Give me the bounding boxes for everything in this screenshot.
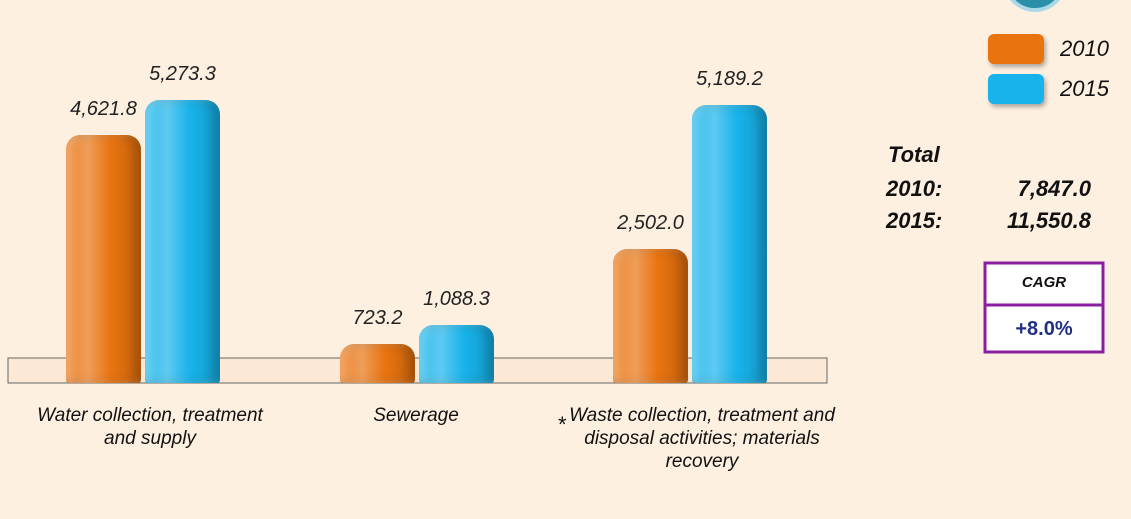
cagr-box (983, 261, 1105, 354)
decor-circle (1010, 0, 1060, 12)
category-label: Water collection, treatment and supply (37, 405, 263, 449)
bar (66, 134, 141, 383)
totals-title: Total (888, 142, 940, 167)
bar (145, 100, 220, 383)
value-label: 723.2 (352, 307, 403, 330)
value-label: 4,621.8 (70, 97, 137, 120)
bar (692, 104, 767, 383)
bar (419, 324, 494, 383)
legend-swatch (988, 74, 1044, 104)
total-value: 11,550.8 (1006, 208, 1091, 233)
category-label: Waste collection, treatment and disposal… (569, 405, 835, 472)
note-marker: * (558, 412, 567, 437)
legend-label: 2015 (1060, 76, 1109, 101)
value-label: 2,502.0 (617, 211, 684, 234)
total-value: 7,847.0 (1017, 176, 1091, 201)
category-label: Sewerage (373, 405, 459, 426)
total-label: 2015: (886, 208, 943, 233)
bar (340, 344, 415, 383)
cagr-value: +8.0% (1015, 318, 1073, 340)
value-label: 5,273.3 (149, 63, 216, 85)
total-label: 2010: (886, 176, 943, 201)
legend-label: 2010 (1060, 36, 1109, 61)
legend-swatch (988, 34, 1044, 64)
bar (613, 248, 688, 383)
cagr-label: CAGR (1021, 274, 1067, 291)
value-label: 5,189.2 (696, 67, 763, 90)
value-label: 1,088.3 (423, 287, 490, 310)
